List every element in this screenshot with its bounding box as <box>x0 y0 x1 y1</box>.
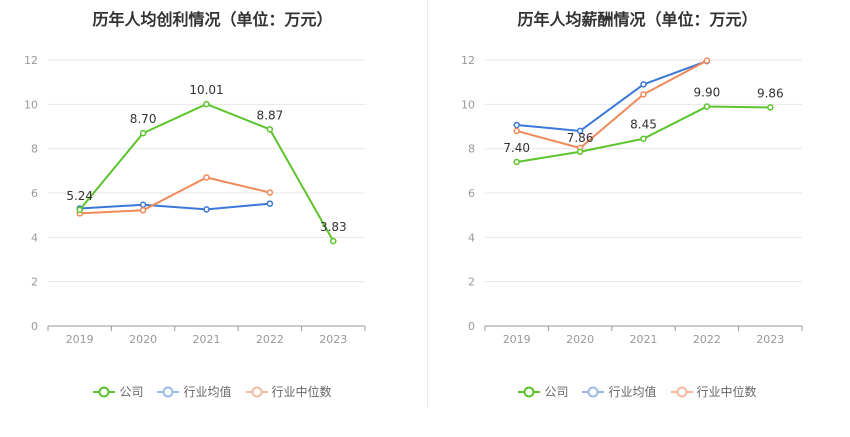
y-tick-label: 2 <box>31 276 38 289</box>
x-tick-label: 2023 <box>756 333 784 346</box>
series-line <box>79 202 270 211</box>
data-point <box>513 121 520 129</box>
legend-line-circle-icon <box>157 386 180 397</box>
legend-item-company[interactable]: 公司 <box>518 383 568 400</box>
y-tick-label: 10 <box>461 98 475 111</box>
legend-label: 公司 <box>544 385 569 399</box>
data-point <box>513 158 520 166</box>
series-line <box>516 105 771 163</box>
data-label: 5.24 <box>66 189 93 203</box>
data-point <box>330 237 337 245</box>
legend-label: 行业均值 <box>608 385 657 399</box>
y-tick-label: 6 <box>31 187 38 200</box>
data-point <box>703 57 711 64</box>
legend-label: 公司 <box>119 385 144 399</box>
data-point <box>576 127 584 135</box>
chart-svg: 0 2 4 6 8 10 12 2019 2020 2021 2022 2023 5.24 8.70 10.… <box>24 54 366 346</box>
data-label: 7.40 <box>503 141 530 155</box>
data-point <box>640 81 647 88</box>
data-point <box>640 135 647 142</box>
chart-svg: 0 2 4 6 8 10 12 2019 2020 2021 2022 2023 7.40 7.86 8.4… <box>461 54 803 346</box>
legend-label: 行业中位数 <box>271 385 332 399</box>
legend-label: 行业中位数 <box>696 385 757 399</box>
x-tick-label: 2019 <box>66 333 94 346</box>
data-point <box>266 200 274 207</box>
data-label: 9.90 <box>694 86 721 100</box>
x-tick-label: 2021 <box>630 333 658 346</box>
y-tick-label: 0 <box>468 320 475 333</box>
data-label: 9.86 <box>757 86 784 100</box>
legend-item-company[interactable]: 公司 <box>93 383 143 400</box>
series-line <box>516 59 708 150</box>
data-point <box>139 129 147 137</box>
y-tick-label: 4 <box>31 231 38 244</box>
x-tick-label: 2019 <box>503 333 531 346</box>
legend: 公司 行业均值 行业中位数 <box>425 383 850 400</box>
legend-line-circle-icon <box>670 386 693 397</box>
data-point <box>139 201 147 208</box>
y-tick-label: 12 <box>24 54 38 67</box>
data-point <box>203 100 210 108</box>
y-tick-label: 2 <box>468 276 475 289</box>
x-tick-label: 2023 <box>319 333 347 346</box>
data-point <box>640 91 647 98</box>
data-point <box>266 189 274 196</box>
legend: 公司 行业均值 行业中位数 <box>0 383 425 400</box>
chart-title: 历年人均薪酬情况（单位：万元） <box>517 10 758 29</box>
data-point <box>139 207 147 214</box>
chart-title: 历年人均创利情况（单位：万元） <box>92 10 333 29</box>
data-point <box>266 126 274 133</box>
legend-item-industry-median[interactable]: 行业中位数 <box>670 383 757 400</box>
data-point <box>703 103 711 110</box>
data-label: 8.70 <box>130 112 157 126</box>
legend-line-circle-icon <box>582 386 605 397</box>
data-point <box>76 206 83 214</box>
data-point <box>767 104 774 111</box>
data-point <box>203 206 210 213</box>
y-tick-label: 12 <box>461 54 475 67</box>
series-line <box>516 60 708 132</box>
y-tick-label: 4 <box>468 231 475 244</box>
x-tick-label: 2021 <box>193 333 221 346</box>
data-label: 7.86 <box>567 131 594 145</box>
legend-item-industry-avg[interactable]: 行业均值 <box>157 383 232 400</box>
y-tick-label: 0 <box>31 320 38 333</box>
panel-divider <box>427 0 428 408</box>
chart-panel-salary: 历年人均薪酬情况（单位：万元） 0 2 4 6 8 10 12 2019 2020 2021 202… <box>425 0 850 437</box>
series-line <box>79 176 271 215</box>
legend-line-circle-icon <box>93 386 116 397</box>
data-point <box>203 174 210 181</box>
y-tick-label: 6 <box>468 187 475 200</box>
data-label: 8.45 <box>630 118 657 132</box>
x-tick-label: 2022 <box>693 333 721 346</box>
x-tick-label: 2020 <box>129 333 157 346</box>
legend-item-industry-avg[interactable]: 行业均值 <box>582 383 657 400</box>
data-label: 3.83 <box>320 220 347 234</box>
legend-label: 行业均值 <box>183 385 232 399</box>
data-point <box>576 148 584 156</box>
y-tick-label: 10 <box>24 98 38 111</box>
legend-line-circle-icon <box>518 386 541 397</box>
data-label: 10.01 <box>189 83 223 97</box>
data-point <box>513 127 520 135</box>
x-tick-label: 2020 <box>566 333 594 346</box>
legend-item-industry-median[interactable]: 行业中位数 <box>245 383 332 400</box>
y-tick-label: 8 <box>468 143 475 156</box>
y-tick-label: 8 <box>31 143 38 156</box>
series-line <box>78 103 335 242</box>
x-tick-label: 2022 <box>256 333 284 346</box>
data-label: 8.87 <box>257 108 284 122</box>
legend-line-circle-icon <box>245 386 268 397</box>
chart-panel-profit: 历年人均创利情况（单位：万元） 0 2 4 6 8 10 12 2019 2020 2021 202… <box>0 10 425 400</box>
